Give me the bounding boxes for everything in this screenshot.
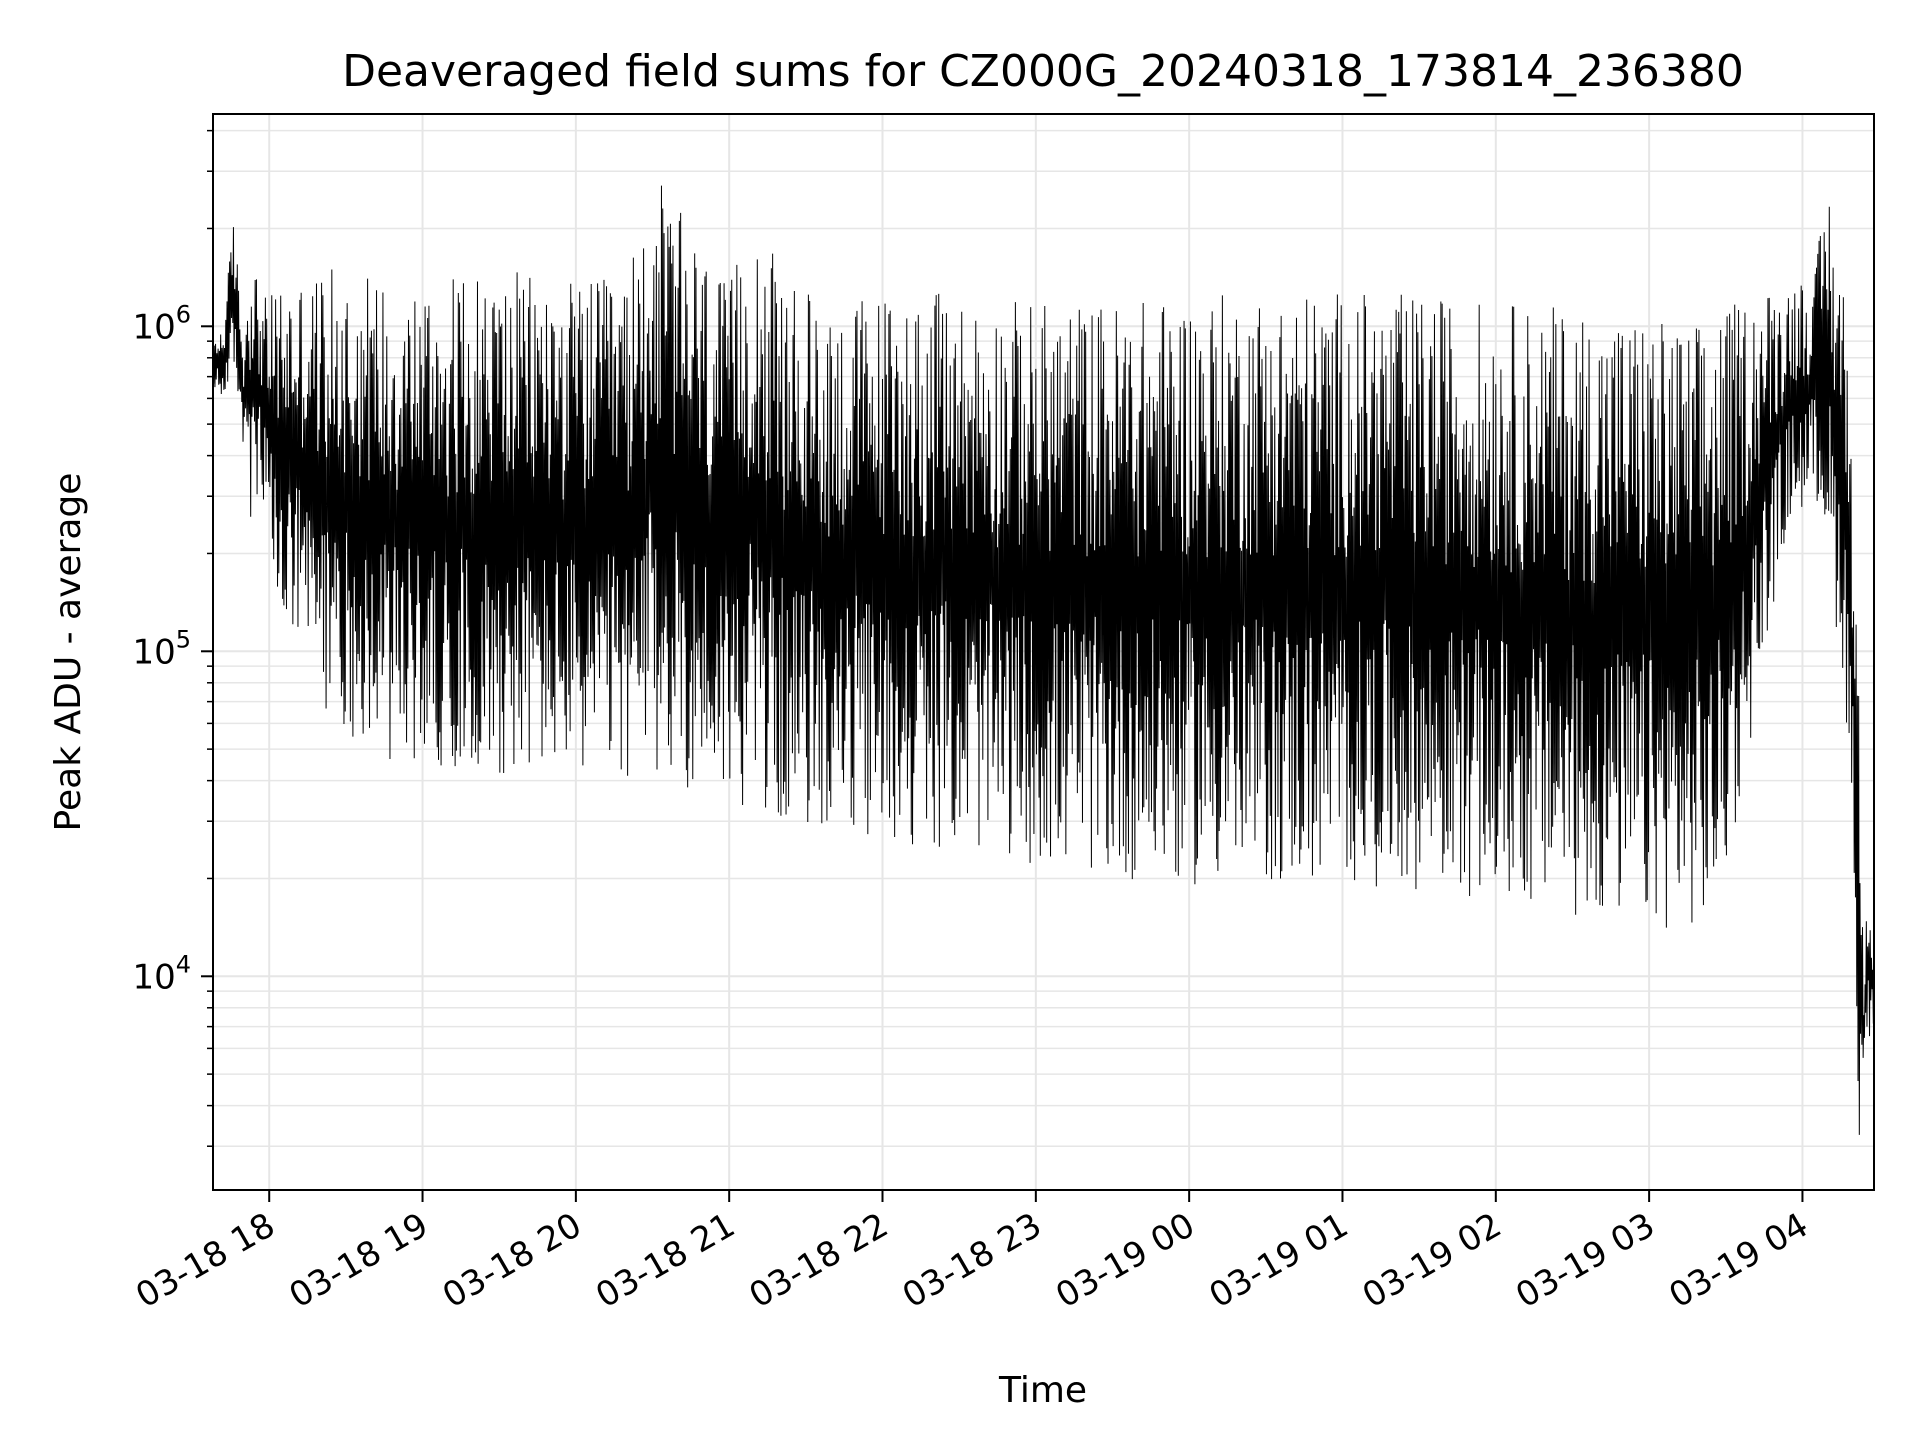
y-axis-label: Peak ADU - average xyxy=(48,473,89,832)
series-line xyxy=(212,185,1875,1135)
x-axis-label: Time xyxy=(998,1370,1087,1411)
chart-title: Deaveraged field sums for CZ000G_2024031… xyxy=(342,46,1744,97)
plot-series xyxy=(212,185,1875,1135)
